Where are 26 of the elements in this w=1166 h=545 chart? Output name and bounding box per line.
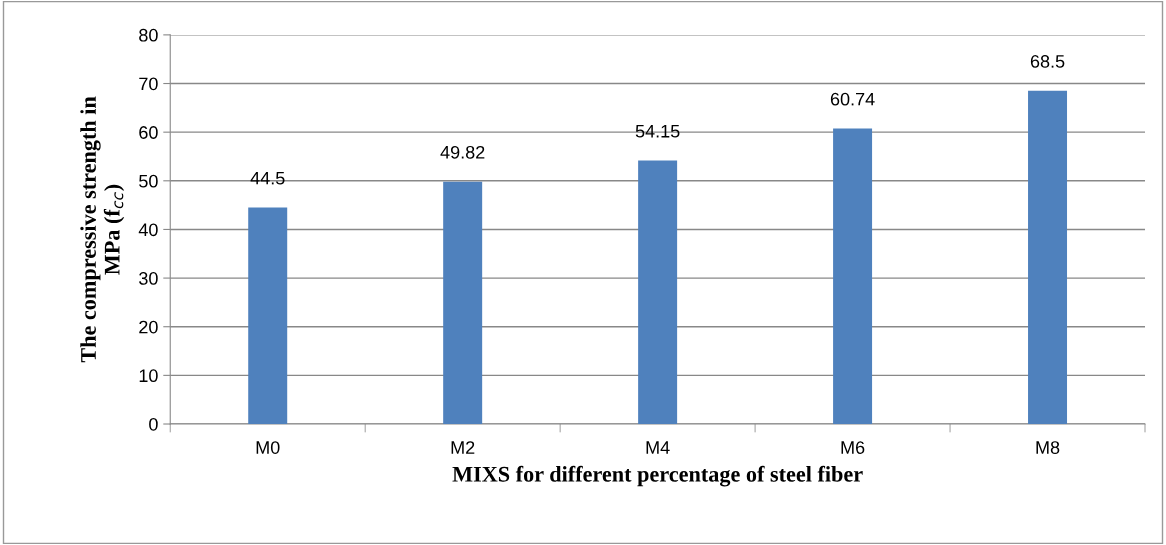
x-tick-label: M8 (1036, 441, 1060, 454)
y-tick-label: 40 (138, 223, 158, 237)
bar (638, 160, 678, 425)
y-tick-label: 20 (139, 320, 158, 334)
y-tick-label: 50 (139, 174, 158, 188)
x-axis-title: MIXS for different percentage of steel fiber (452, 465, 863, 487)
data-label: 44.5 (250, 171, 285, 185)
x-tick-label: M4 (646, 441, 670, 454)
y-tick-label: 10 (139, 369, 158, 383)
y-axis-title: The compressive strength in MPa (f$_{cc}$) (80, 96, 125, 363)
y-tick-label: 30 (139, 272, 158, 285)
x-tick-label: M2 (451, 441, 475, 454)
bar (443, 181, 483, 425)
bar (833, 128, 873, 425)
x-tick-label: M6 (841, 441, 865, 454)
x-tick-label: M0 (256, 441, 280, 454)
y-tick-label: 60 (139, 126, 158, 139)
bar (248, 207, 288, 425)
data-label: 60.74 (830, 92, 875, 106)
y-tick-label: 70 (139, 77, 158, 91)
data-label: 49.82 (440, 145, 485, 159)
y-tick-label: 0 (149, 417, 158, 431)
data-label: 68.5 (1030, 55, 1065, 68)
data-label: 54.15 (635, 125, 680, 138)
bar (1028, 90, 1068, 425)
y-tick-label: 80 (139, 28, 158, 42)
